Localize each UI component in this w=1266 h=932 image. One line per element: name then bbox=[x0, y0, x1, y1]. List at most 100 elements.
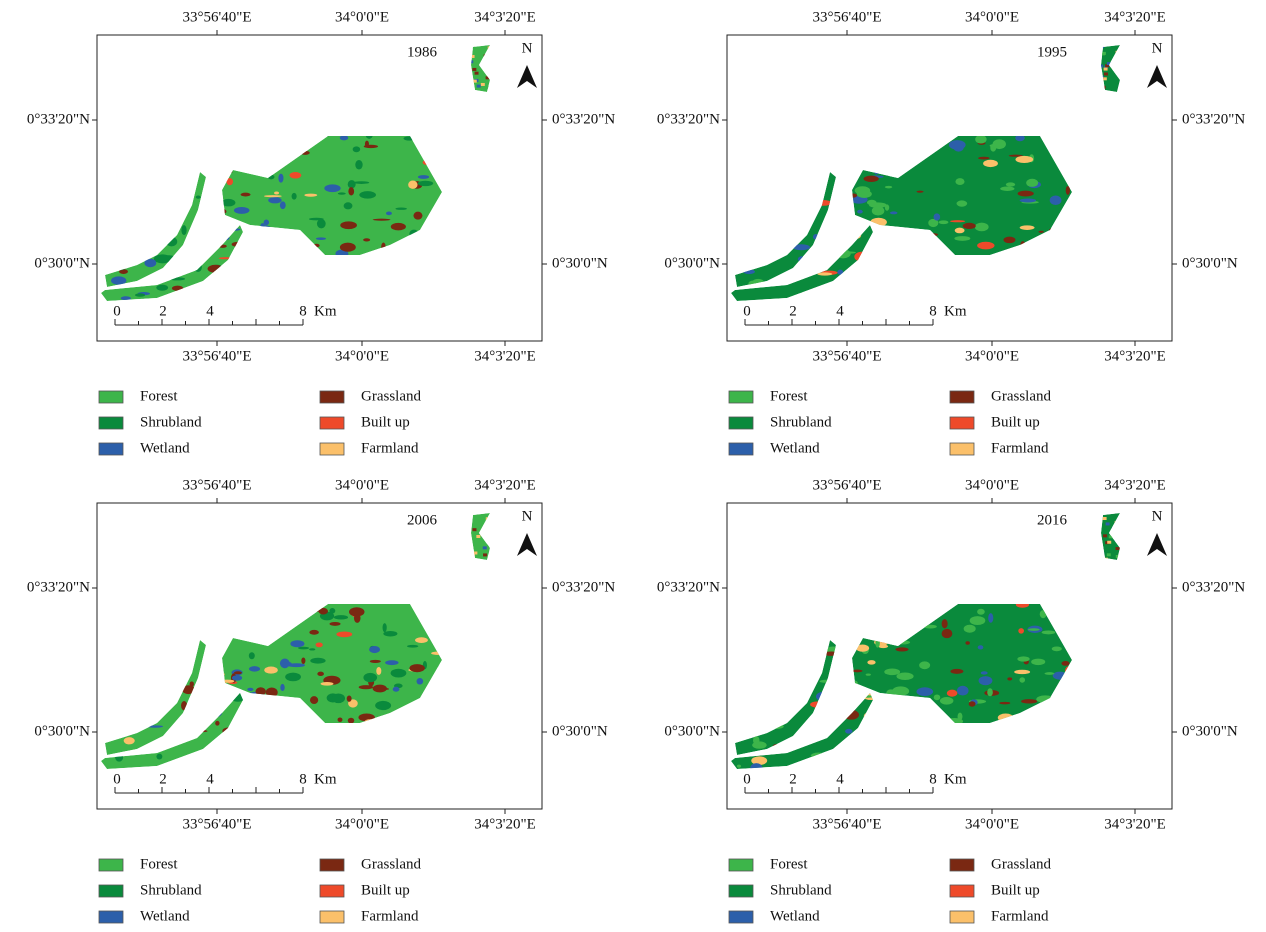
land-patch bbox=[866, 199, 877, 206]
top-coordinate: 34°3'20"E bbox=[1104, 477, 1166, 493]
land-patch bbox=[346, 695, 352, 702]
land-patch bbox=[336, 631, 353, 638]
land-patch bbox=[817, 272, 833, 276]
right-coordinate: 0°30'0"N bbox=[552, 255, 608, 271]
map-panel: 2016 N 33°56'40"E 34°0'0"E 34°3'20"E 33°56'40… bbox=[657, 477, 1245, 924]
legend-swatch bbox=[728, 416, 754, 430]
land-patch bbox=[347, 717, 355, 724]
left-coordinate: 0°30'0"N bbox=[34, 255, 90, 271]
land-patch bbox=[485, 544, 490, 548]
north-arrow bbox=[1147, 65, 1167, 88]
land-patch bbox=[279, 658, 290, 669]
land-patch bbox=[1019, 198, 1037, 203]
land-patch bbox=[1041, 630, 1056, 635]
legend-label: Wetland bbox=[140, 908, 190, 924]
land-patch bbox=[1108, 535, 1113, 539]
land-patch bbox=[933, 694, 941, 701]
scale-unit: Km bbox=[314, 303, 337, 319]
land-patch bbox=[889, 211, 898, 215]
land-patch bbox=[409, 664, 425, 673]
land-patch bbox=[263, 195, 282, 198]
land-patch bbox=[317, 671, 324, 676]
land-patch bbox=[320, 681, 334, 686]
land-patch bbox=[962, 222, 976, 230]
scale-unit: Km bbox=[944, 303, 967, 319]
land-patch bbox=[1101, 51, 1106, 55]
land-patch bbox=[274, 191, 280, 195]
land-patch bbox=[963, 624, 976, 633]
land-patch bbox=[968, 701, 976, 707]
land-patch bbox=[415, 637, 428, 644]
left-coordinate: 0°33'20"N bbox=[27, 111, 90, 127]
land-patch bbox=[348, 607, 365, 617]
legend-label: Shrubland bbox=[140, 414, 202, 430]
land-patch bbox=[363, 238, 371, 242]
land-patch bbox=[1021, 699, 1038, 704]
land-patch bbox=[1018, 628, 1024, 634]
land-patch bbox=[265, 687, 278, 698]
land-patch bbox=[954, 236, 971, 241]
land-patch bbox=[977, 608, 985, 615]
left-coordinate: 0°33'20"N bbox=[27, 579, 90, 595]
land-patch bbox=[291, 192, 297, 200]
land-patch bbox=[933, 213, 941, 221]
legend-label: Forest bbox=[770, 856, 808, 872]
land-patch bbox=[347, 180, 356, 189]
land-patch bbox=[916, 687, 934, 696]
scale-label: 0 bbox=[743, 303, 751, 319]
land-patch bbox=[372, 218, 391, 221]
legend-label: Farmland bbox=[991, 440, 1049, 456]
bottom-coordinate: 33°56'40"E bbox=[813, 816, 882, 832]
scale-unit: Km bbox=[944, 771, 967, 787]
right-coordinate: 0°30'0"N bbox=[1182, 723, 1238, 739]
land-patch bbox=[837, 269, 844, 275]
left-coordinate: 0°30'0"N bbox=[34, 723, 90, 739]
legend-label: Wetland bbox=[770, 440, 820, 456]
land-patch bbox=[385, 660, 399, 666]
land-patch bbox=[408, 180, 418, 189]
land-patch bbox=[1017, 190, 1034, 197]
land-patch bbox=[348, 187, 355, 196]
land-patch bbox=[119, 269, 128, 275]
land-patch bbox=[845, 728, 853, 734]
left-coordinate: 0°33'20"N bbox=[657, 111, 720, 127]
land-patch bbox=[956, 200, 968, 207]
legend-swatch bbox=[98, 884, 124, 898]
land-patch bbox=[476, 84, 481, 88]
land-patch bbox=[309, 696, 319, 704]
land-base bbox=[222, 136, 442, 255]
land-patch bbox=[353, 181, 370, 184]
land-patch bbox=[1051, 646, 1062, 652]
land-patch bbox=[1017, 656, 1030, 662]
land-patch bbox=[417, 175, 430, 179]
land-patch bbox=[111, 276, 127, 285]
legend-label: Shrubland bbox=[770, 882, 832, 898]
legend-swatch bbox=[728, 910, 754, 924]
land-patch bbox=[309, 629, 319, 635]
land-patch bbox=[1105, 64, 1110, 68]
land-patch bbox=[867, 660, 876, 665]
land-patch bbox=[470, 54, 475, 58]
land-patch bbox=[343, 202, 353, 210]
scale-label: 4 bbox=[206, 303, 214, 319]
legend-label: Farmland bbox=[361, 440, 419, 456]
land-base bbox=[735, 640, 836, 755]
bottom-coordinate: 34°3'20"E bbox=[474, 348, 536, 364]
legend-swatch bbox=[728, 390, 754, 404]
land-patch bbox=[484, 45, 489, 49]
land-patch bbox=[359, 191, 376, 199]
legend-swatch bbox=[949, 858, 975, 872]
land-patch bbox=[1061, 660, 1070, 666]
map-panel: 1986 N 33°56'40"E 34°0'0"E 34°3'20"E 33°56'40… bbox=[27, 9, 615, 456]
land-patch bbox=[120, 296, 131, 301]
land-patch bbox=[916, 190, 924, 193]
legend-label: Grassland bbox=[361, 388, 421, 404]
land-patch bbox=[950, 220, 966, 223]
land-patch bbox=[474, 71, 479, 75]
land-base bbox=[731, 225, 873, 301]
right-coordinate: 0°33'20"N bbox=[1182, 579, 1245, 595]
land-patch bbox=[941, 619, 948, 629]
land-patch bbox=[301, 657, 306, 664]
land-patch bbox=[1026, 178, 1039, 187]
